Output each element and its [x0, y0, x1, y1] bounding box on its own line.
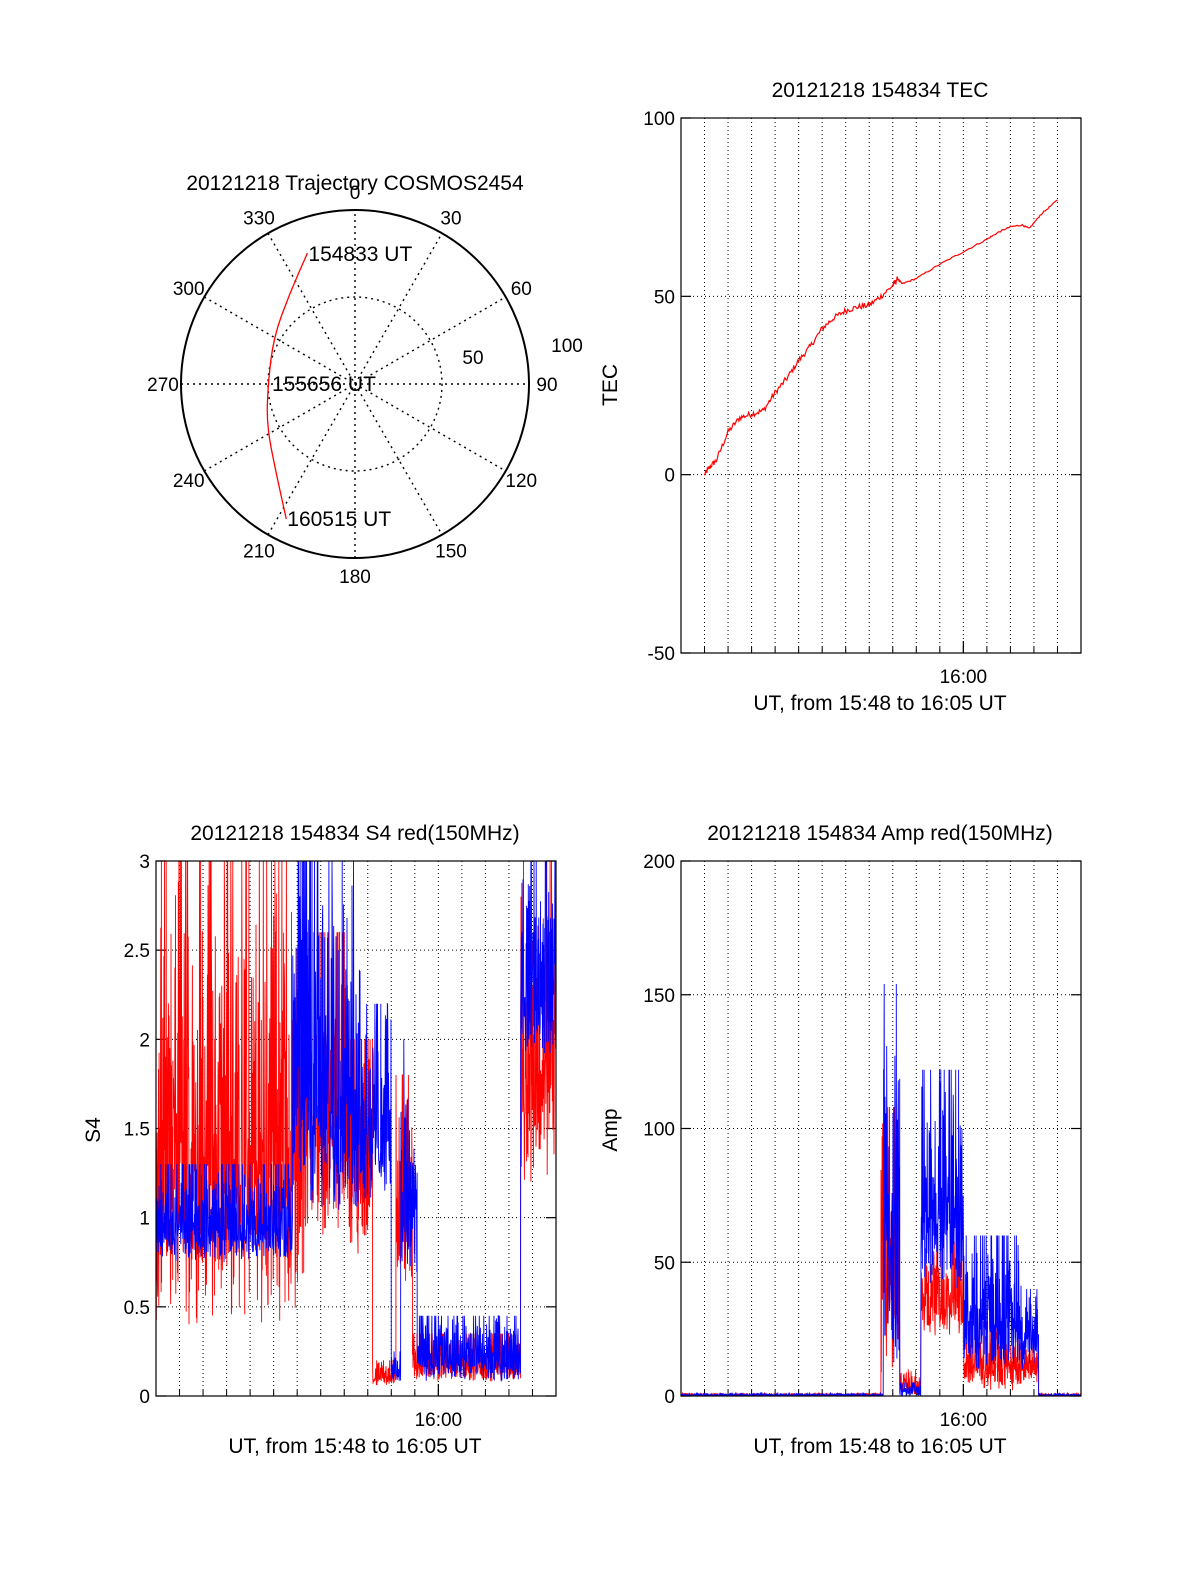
tec-y-axis-label: TEC	[599, 364, 622, 406]
polar-inner-ring	[267, 296, 443, 472]
s4-x-axis-label: UT, from 15:48 to 16:05 UT	[228, 1435, 481, 1458]
tec-y-tick-label: 0	[664, 466, 675, 487]
s4-y-tick-label: 2.5	[124, 941, 150, 962]
tec-x-axis-label: UT, from 15:48 to 16:05 UT	[753, 692, 1006, 715]
s4-frame	[155, 860, 557, 1397]
tec-y-tick-label: 50	[654, 287, 675, 308]
amp-y-tick-label: 50	[654, 1253, 675, 1274]
amp-y-tick-label: 200	[643, 852, 675, 873]
polar-azimuth-label: 120	[505, 471, 537, 492]
amp-y-tick-label: 0	[664, 1387, 675, 1408]
s4-series-group	[156, 861, 556, 1386]
amp-plot-area: 0 50 100 150 200 16:00	[643, 852, 1082, 1431]
amp-series-group	[681, 983, 1081, 1396]
amp-y-tick-label: 150	[643, 986, 675, 1007]
tec-frame	[680, 117, 1082, 654]
polar-azimuth-labels: 0 30 60 90 120 150 180 210 240 270 300 330	[147, 183, 557, 588]
s4-y-tick-label: 2	[139, 1030, 150, 1051]
s4-y-tick-label: 0	[139, 1387, 150, 1408]
polar-radial-label: 100	[551, 336, 583, 357]
polar-azimuth-label: 60	[511, 279, 532, 300]
amp-chart: 20121218 154834 Amp red(150MHz) Amp UT, …	[599, 822, 1082, 1458]
amp-frame	[680, 860, 1082, 1397]
polar-radial-label: 50	[462, 348, 483, 369]
tec-plot-area: -50 0 50 100 16:00	[643, 109, 1082, 688]
s4-y-axis-label: S4	[82, 1117, 105, 1143]
s4-y-tick-label: 0.5	[124, 1298, 150, 1319]
amp-blue-series-line	[681, 983, 1081, 1396]
polar-trajectory-chart: 20121218 Trajectory COSMOS2454 0 30 60 90 12…	[147, 172, 583, 588]
polar-azimuth-label: 240	[173, 471, 205, 492]
tec-series-line	[703, 199, 1058, 476]
s4-title: 20121218 154834 S4 red(150MHz)	[190, 822, 519, 845]
polar-trajectory-line	[266, 252, 308, 520]
polar-spoke	[267, 232, 443, 536]
polar-azimuth-label: 210	[243, 541, 275, 562]
s4-x-tick-label: 16:00	[415, 1410, 463, 1431]
polar-title: 20121218 Trajectory COSMOS2454	[186, 172, 524, 195]
polar-time-annotation: 160515 UT	[287, 508, 391, 531]
amp-red-series-line	[681, 1107, 1081, 1396]
polar-azimuth-label: 0	[350, 183, 361, 204]
polar-azimuth-label: 270	[147, 375, 179, 396]
polar-azimuth-label: 180	[339, 567, 371, 588]
polar-azimuth-label: 150	[435, 541, 467, 562]
polar-azimuth-label: 90	[536, 375, 557, 396]
tec-y-tick-label: 100	[643, 109, 675, 130]
tec-x-tick-label: 16:00	[940, 667, 988, 688]
amp-title: 20121218 154834 Amp red(150MHz)	[707, 822, 1053, 845]
s4-y-tick-label: 3	[139, 852, 150, 873]
s4-y-tick-label: 1.5	[124, 1120, 150, 1141]
amp-x-tick-label: 16:00	[940, 1410, 988, 1431]
amp-x-axis-label: UT, from 15:48 to 16:05 UT	[753, 1435, 1006, 1458]
polar-azimuth-label: 300	[173, 279, 205, 300]
polar-annotations: 154833 UT 155656 UT 160515 UT	[272, 243, 412, 531]
polar-time-annotation: 155656 UT	[272, 373, 376, 396]
s4-blue-series-line	[156, 861, 556, 1382]
tec-y-tick-label: -50	[648, 644, 675, 665]
s4-chart: 20121218 154834 S4 red(150MHz) S4 UT, fr…	[82, 822, 557, 1458]
polar-trajectory-series	[266, 252, 308, 520]
amp-y-axis-label: Amp	[599, 1108, 622, 1151]
polar-azimuth-label: 30	[440, 209, 461, 230]
s4-y-tick-label: 1	[139, 1209, 150, 1230]
polar-radial-labels: 50 100	[462, 336, 582, 369]
s4-plot-area: 0 0.5 1 1.5 2 2.5 3 16:00	[124, 852, 557, 1431]
polar-grid	[180, 209, 530, 559]
polar-azimuth-label: 330	[243, 209, 275, 230]
polar-time-annotation: 154833 UT	[308, 243, 412, 266]
tec-title: 20121218 154834 TEC	[772, 79, 989, 102]
tec-chart: 20121218 154834 TEC TEC UT, from 15:48 t…	[599, 79, 1082, 715]
amp-y-tick-label: 100	[643, 1120, 675, 1141]
